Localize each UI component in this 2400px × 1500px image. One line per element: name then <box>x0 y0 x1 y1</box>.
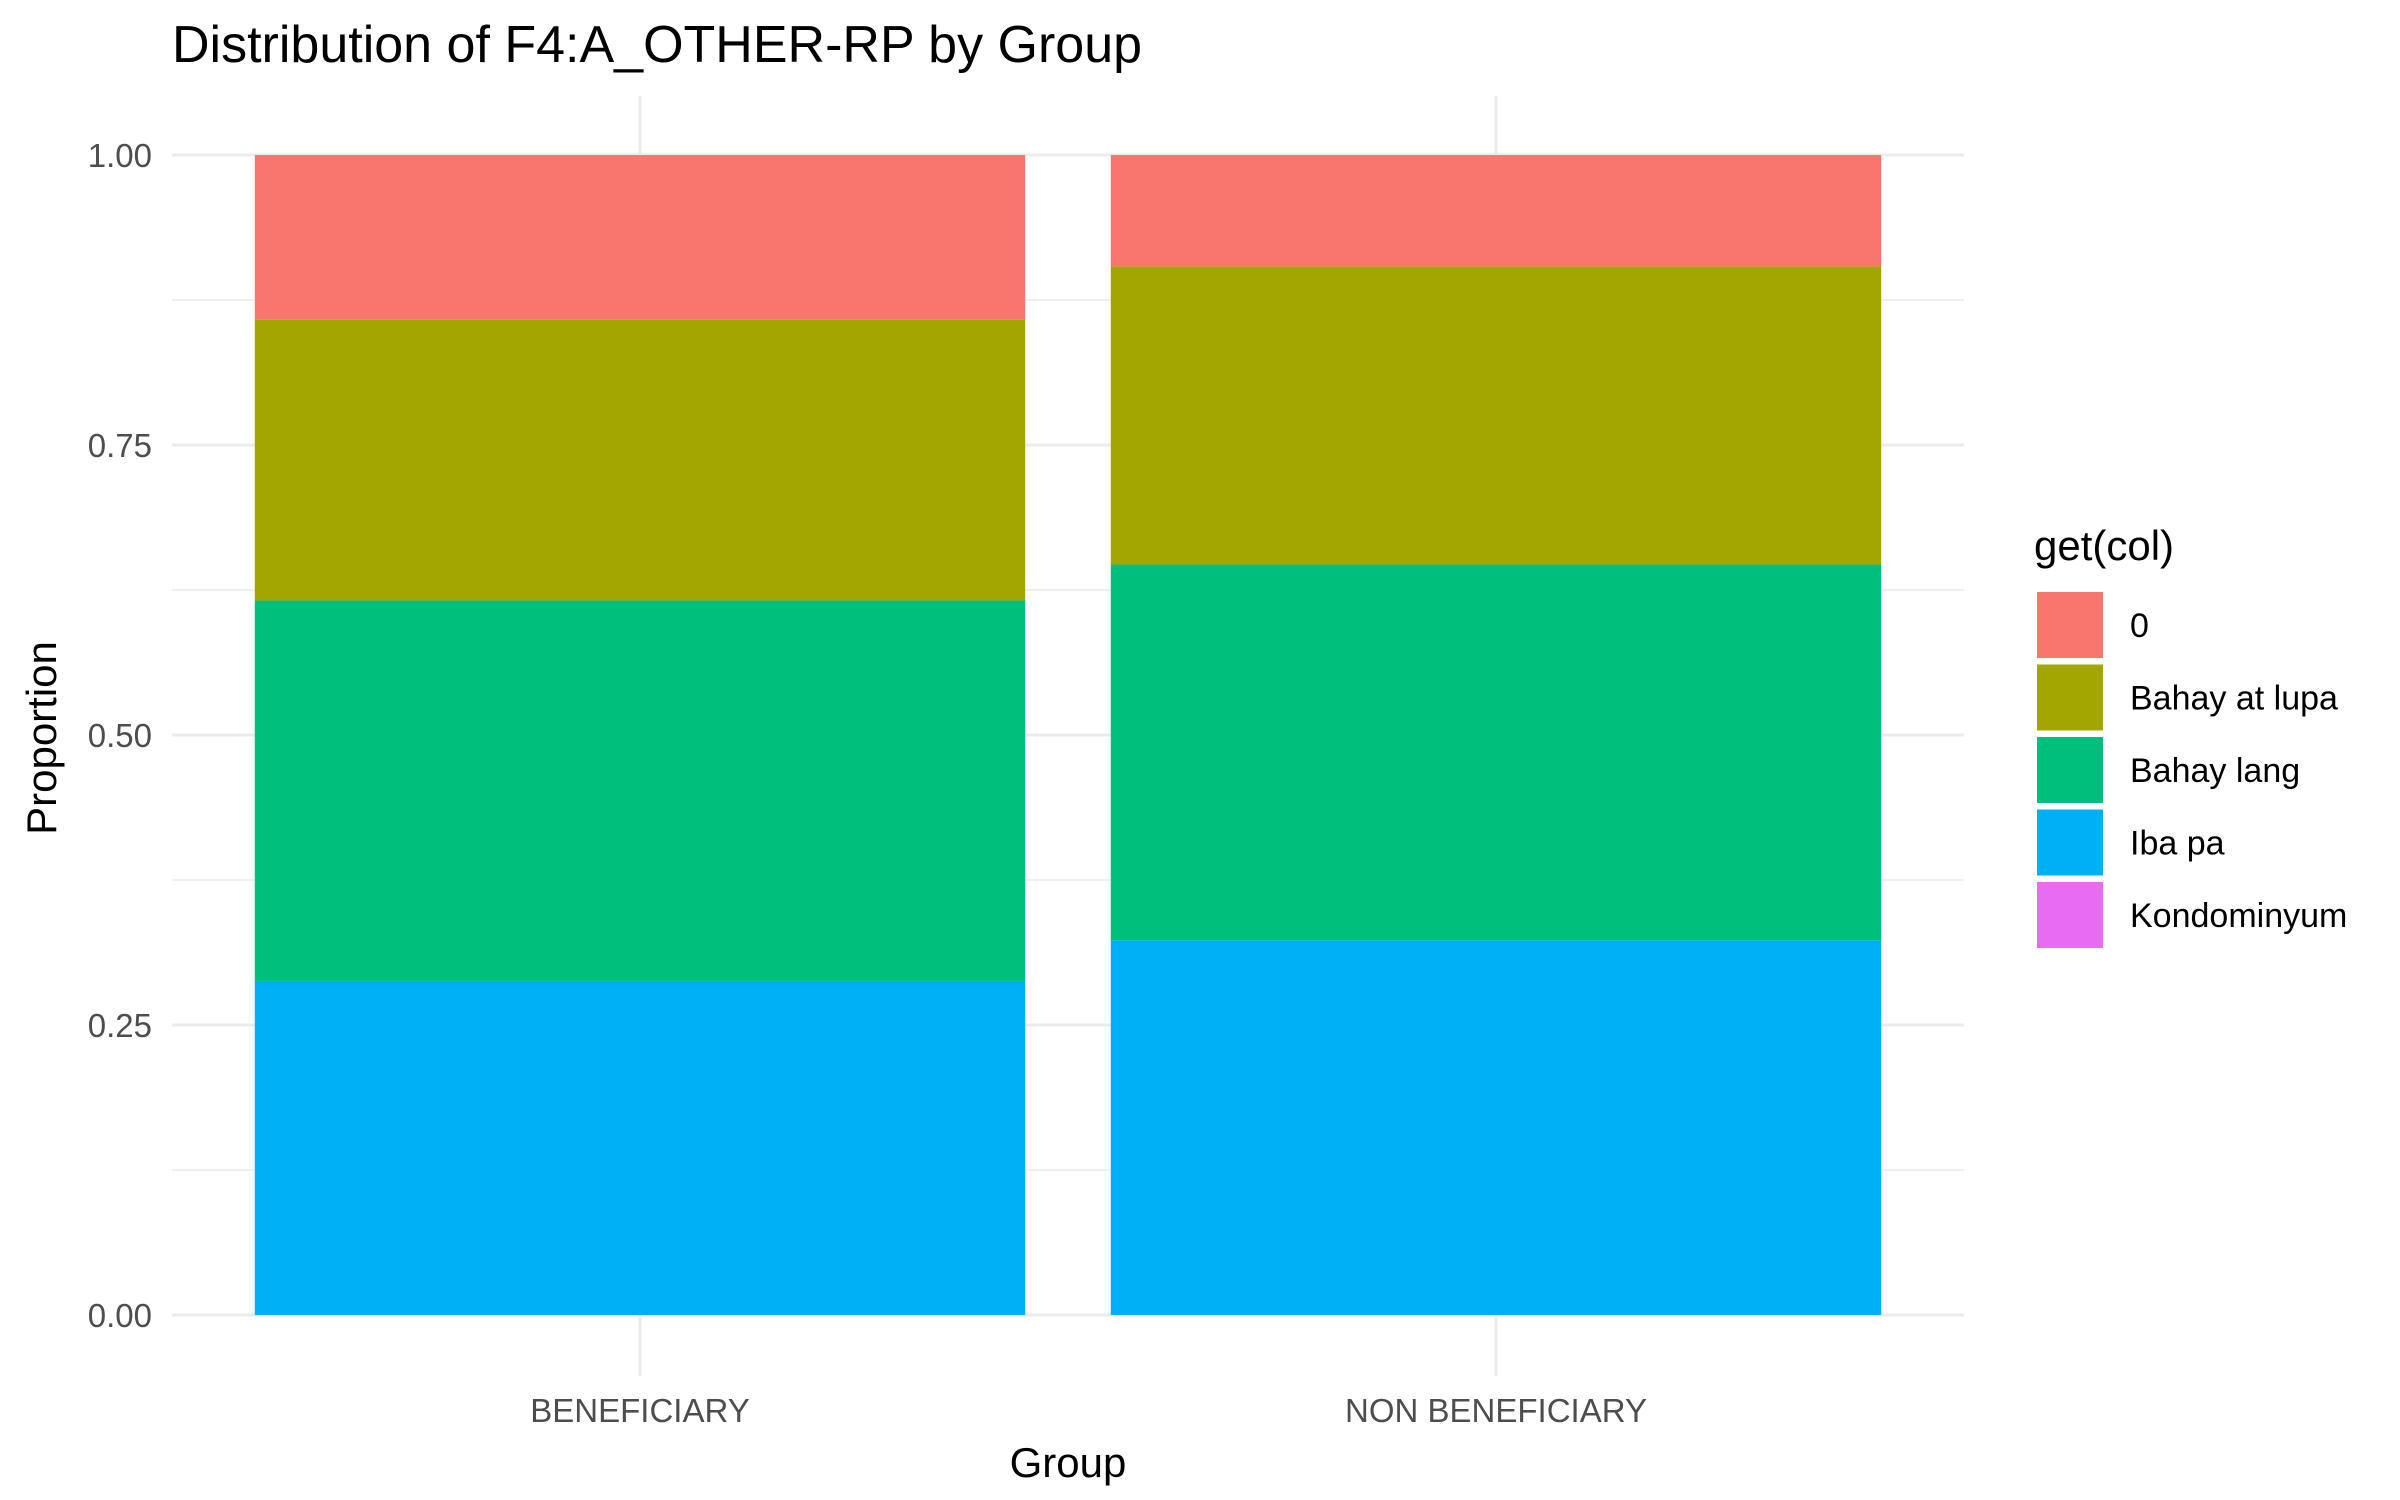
legend-key <box>2037 882 2103 948</box>
x-tick-label: BENEFICIARY <box>530 1392 749 1429</box>
legend-key <box>2037 592 2103 658</box>
bar-segment <box>254 980 1026 1315</box>
bar-segment <box>254 319 1026 601</box>
bar-segment <box>1110 564 1882 941</box>
legend-label: Bahay at lupa <box>2130 680 2338 718</box>
x-tick-label: NON BENEFICIARY <box>1345 1392 1647 1429</box>
legend: get(col) 0 Bahay at lupa Bahay lang Iba pa K… <box>2034 522 2347 948</box>
legend-label: 0 <box>2130 607 2149 645</box>
legend-label: Kondominyum <box>2130 897 2347 935</box>
x-axis-ticks: BENEFICIARY NON BENEFICIARY <box>530 1392 1647 1429</box>
bar-segment <box>1110 940 1882 1315</box>
legend-key <box>2037 737 2103 803</box>
bar-segment <box>254 155 1026 320</box>
legend-key <box>2037 809 2103 876</box>
y-tick-label: 1.00 <box>88 137 152 174</box>
chart-title: Distribution of F4:A_OTHER-RP by Group <box>172 16 1142 74</box>
legend-title: get(col) <box>2034 522 2174 569</box>
legend-key <box>2037 664 2103 731</box>
bar-segment <box>1110 155 1882 267</box>
bar-segment <box>1110 266 1882 565</box>
legend-label: Bahay lang <box>2130 752 2300 790</box>
bar-segment <box>254 600 1026 981</box>
bars <box>254 155 1882 1315</box>
y-tick-label: 0.25 <box>88 1007 152 1044</box>
x-axis-title: Group <box>1010 1439 1127 1486</box>
y-tick-label: 0.50 <box>88 717 152 754</box>
y-tick-label: 0.00 <box>88 1297 152 1334</box>
y-axis-title: Proportion <box>18 641 65 835</box>
y-tick-label: 0.75 <box>88 427 152 464</box>
legend-label: Iba pa <box>2130 825 2225 863</box>
y-axis-ticks: 0.00 0.25 0.50 0.75 1.00 <box>88 137 152 1334</box>
